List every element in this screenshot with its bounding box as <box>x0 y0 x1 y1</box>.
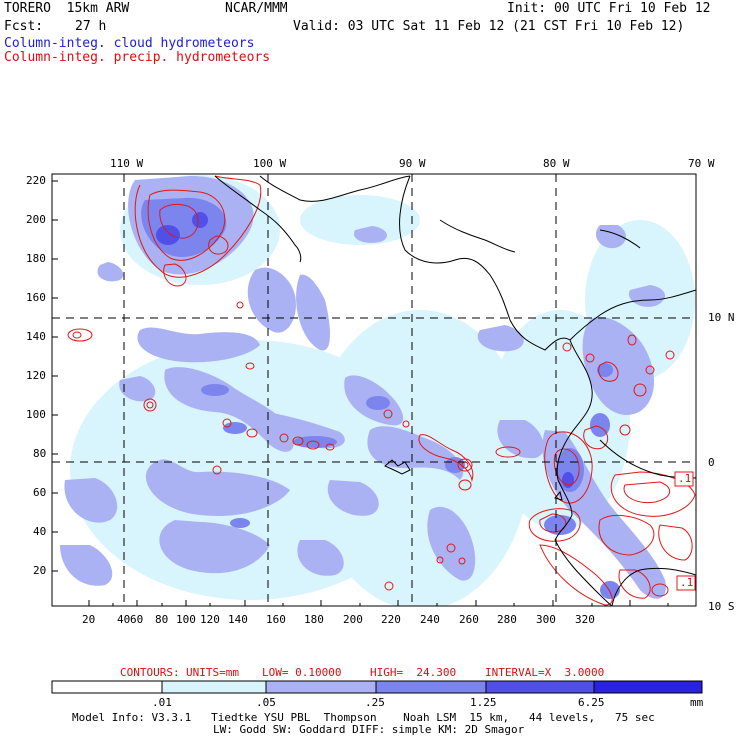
y-tick-label: 160 <box>26 291 46 304</box>
field-cloud-label: Column-integ. cloud hydrometeors <box>4 36 255 51</box>
cloud-field <box>60 175 695 606</box>
y-tick-label: 200 <box>26 213 46 226</box>
colorbar-bin-1 <box>162 681 266 693</box>
x-tick-label: 300 <box>536 613 556 626</box>
x-tick-label: 320 <box>575 613 595 626</box>
x-tick-label: 180 <box>304 613 324 626</box>
coastlines <box>214 175 696 606</box>
contours-label: CONTOURS: <box>120 666 180 679</box>
y-tick-label: 40 <box>33 525 47 538</box>
init-time: Init: 00 UTC Fri 10 Feb 12 <box>507 1 711 16</box>
colorbar-bin-4 <box>486 681 594 693</box>
y-tick-label: 140 <box>26 330 46 343</box>
map-frame <box>51 173 697 607</box>
colorbar-unit: mm <box>690 696 704 709</box>
colorbar-label: .25 <box>365 696 385 709</box>
lon-label: 70 W <box>688 157 715 170</box>
contour-label-box <box>676 575 696 591</box>
x-tick-label: 200 <box>343 613 363 626</box>
colorbar-bin-2 <box>266 681 376 693</box>
x-tick-label: 220 <box>381 613 401 626</box>
x-tick-label: 240 <box>420 613 440 626</box>
colorbar-label: 1.25 <box>470 696 497 709</box>
y-tick-label: 120 <box>26 369 46 382</box>
graticule <box>52 174 696 606</box>
contour-value-label: .1 <box>680 576 694 589</box>
organization: NCAR/MMM <box>225 1 288 16</box>
contours-high: HIGH= 24.300 <box>370 666 457 679</box>
y-tick-label: 100 <box>26 408 46 421</box>
x-tick-label: 60 <box>130 613 144 626</box>
y-axis-ticks <box>52 180 58 572</box>
y-tick-label: 60 <box>33 486 47 499</box>
model-name: TORERO 15km ARW <box>4 1 130 16</box>
colorbar-label: .01 <box>152 696 172 709</box>
model-info-line1: Model Info: V3.3.1 Tiedtke YSU PBL Thomp… <box>72 711 655 724</box>
x-tick-label: 120 <box>200 613 220 626</box>
x-tick-label: 20 <box>82 613 96 626</box>
model-info-line2: LW: Godd SW: Goddard DIFF: simple KM: 2D… <box>213 723 525 736</box>
lon-label: 80 W <box>543 157 570 170</box>
colorbar-bin-3 <box>376 681 486 693</box>
contour-label-box <box>674 471 694 487</box>
colorbar <box>51 680 703 694</box>
y-tick-label: 20 <box>33 564 47 577</box>
lat-label: 0 <box>708 456 715 469</box>
colorbar-label: 6.25 <box>578 696 605 709</box>
x-tick-label: 280 <box>497 613 517 626</box>
x-tick-label: 160 <box>266 613 286 626</box>
x-tick-label: 260 <box>459 613 479 626</box>
lat-label: 10 N <box>708 311 735 324</box>
x-axis-ticks <box>88 600 669 606</box>
lon-label: 110 W <box>110 157 144 170</box>
x-tick-label: 80 <box>155 613 169 626</box>
precip-contours <box>67 175 696 606</box>
forecast-hour: 27 h <box>75 19 107 34</box>
colorbar-label: .05 <box>256 696 276 709</box>
valid-time: Valid: 03 UTC Sat 11 Feb 12 (21 CST Fri … <box>293 19 685 34</box>
x-tick-label: 100 <box>176 613 196 626</box>
lat-label: 10 S <box>708 600 735 613</box>
y-tick-label: 180 <box>26 252 46 265</box>
contours-units: UNITS=mm <box>186 666 239 679</box>
lon-label: 100 W <box>253 157 287 170</box>
contour-value-label: .1 <box>678 472 692 485</box>
y-tick-label: 80 <box>33 447 47 460</box>
field-precip-label: Column-integ. precip. hydrometeors <box>4 50 271 65</box>
colorbar-bin-5 <box>594 681 702 693</box>
lon-label: 90 W <box>399 157 426 170</box>
colorbar-bin-0 <box>52 681 162 693</box>
x-tick-label: 40 <box>117 613 131 626</box>
forecast-label: Fcst: <box>4 19 44 34</box>
contours-low: LOW= 0.10000 <box>262 666 342 679</box>
x-tick-label: 140 <box>228 613 248 626</box>
contours-interval: INTERVAL=X 3.0000 <box>485 666 605 679</box>
y-tick-label: 220 <box>26 174 46 187</box>
